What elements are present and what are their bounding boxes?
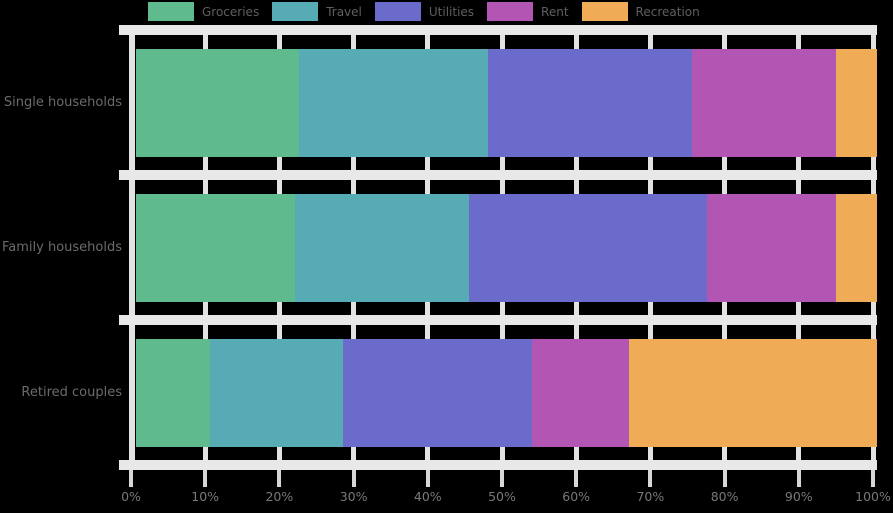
legend-item: Travel <box>272 2 362 21</box>
x-axis-tick-label: 30% <box>339 489 368 504</box>
x-axis-tick <box>796 470 801 487</box>
x-axis-tick-label: 90% <box>784 489 813 504</box>
bar-segment <box>343 338 533 447</box>
bar-segment <box>469 193 707 302</box>
legend-swatch <box>272 2 319 21</box>
bar-row <box>136 338 877 447</box>
bar-segment <box>706 193 837 302</box>
x-axis-tick-label: 100% <box>855 489 891 504</box>
legend-label: Travel <box>326 4 362 19</box>
x-axis-tick <box>648 470 653 487</box>
gridline-horizontal <box>119 315 877 325</box>
x-axis-tick <box>277 470 282 487</box>
x-axis-tick-label: 70% <box>636 489 665 504</box>
bar-row <box>136 193 877 302</box>
bar-segment <box>295 193 470 302</box>
legend-label: Utilities <box>428 4 475 19</box>
legend-item: Recreation <box>581 2 700 21</box>
gridline-horizontal <box>119 460 877 470</box>
legend-label: Recreation <box>635 4 700 19</box>
legend-swatch <box>374 2 421 21</box>
legend-swatch <box>148 2 194 21</box>
x-axis-tick-label: 0% <box>121 489 141 504</box>
x-axis-tick-label: 60% <box>562 489 591 504</box>
x-axis-tick <box>425 470 430 487</box>
x-axis-tick <box>129 470 133 487</box>
bar-segment <box>836 193 877 302</box>
legend-swatch <box>581 2 628 21</box>
gridline-horizontal <box>119 25 877 35</box>
x-axis-tick-label: 80% <box>710 489 739 504</box>
bar-segment <box>210 338 344 447</box>
legend-item: Groceries <box>148 2 259 21</box>
y-axis-label: Single households <box>3 94 122 110</box>
y-axis-label: Retired couples <box>21 384 122 400</box>
x-axis-tick-label: 40% <box>413 489 442 504</box>
x-axis-tick <box>871 470 875 487</box>
bar-segment <box>628 338 877 447</box>
x-axis-tick-label: 50% <box>488 489 516 504</box>
gridline-horizontal <box>119 170 877 180</box>
bar-segment <box>136 48 300 157</box>
x-axis-tick-label: 10% <box>191 489 220 504</box>
bar-segment <box>836 48 877 157</box>
x-axis-tick <box>351 470 356 487</box>
legend-label: Rent <box>541 4 569 19</box>
legend-item: Utilities <box>374 2 475 21</box>
x-axis-tick-label: 20% <box>265 489 294 504</box>
bar-segment <box>136 193 296 302</box>
bar-row <box>136 48 877 157</box>
bar-segment <box>487 48 692 157</box>
legend-swatch <box>487 2 534 21</box>
x-axis-tick <box>574 470 579 487</box>
x-axis-tick <box>722 470 727 487</box>
bar-segment <box>691 48 837 157</box>
x-axis-tick <box>203 470 208 487</box>
x-axis-tick <box>500 470 504 487</box>
bar-segment <box>136 338 211 447</box>
y-axis-label: Family households <box>2 239 122 255</box>
y-axis-spine <box>128 25 135 470</box>
bar-segment <box>532 338 629 447</box>
legend-label: Groceries <box>202 4 260 19</box>
legend: Groceries Travel Utilities Rent Recreation <box>148 2 700 21</box>
legend-item: Rent <box>487 2 569 21</box>
bar-segment <box>299 48 488 157</box>
